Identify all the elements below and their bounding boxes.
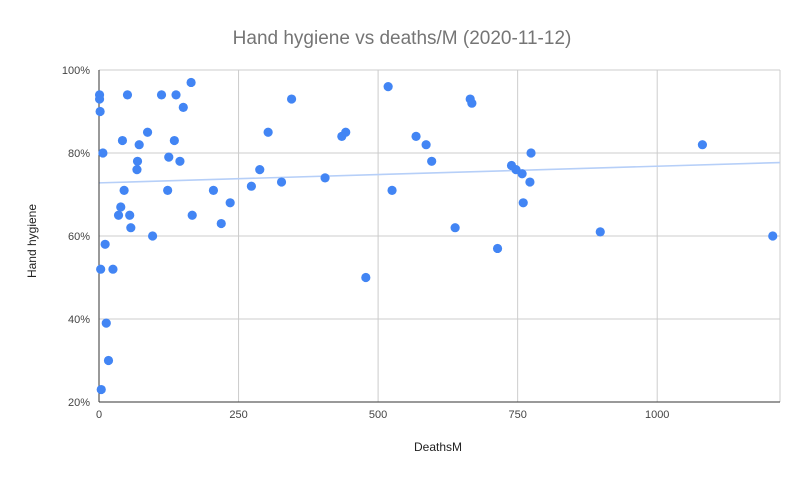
tick-labels: 20% 40% 60% 80% 100% 0 250 500 750 1000 <box>62 65 670 421</box>
x-tick-label: 250 <box>229 409 247 421</box>
data-point <box>421 140 431 150</box>
data-point <box>175 156 185 166</box>
data-point <box>208 185 219 195</box>
data-point <box>122 90 133 100</box>
y-tick-label: 20% <box>68 397 90 409</box>
trendline-layer <box>98 161 781 184</box>
x-tick-label: 500 <box>369 409 387 421</box>
data-point <box>171 90 181 100</box>
data-point <box>341 127 351 137</box>
data-point <box>132 156 143 166</box>
data-point <box>169 135 179 146</box>
data-point <box>94 94 105 104</box>
data-point <box>467 98 477 108</box>
data-point <box>246 181 256 191</box>
y-tick-label: 60% <box>68 231 90 243</box>
data-point <box>95 106 105 117</box>
data-point <box>320 173 330 183</box>
data-point <box>125 210 135 220</box>
data-point <box>361 272 371 283</box>
data-point <box>263 127 273 137</box>
data-point <box>132 165 142 175</box>
data-point <box>492 243 503 254</box>
y-axis-label: Hand hygiene <box>25 204 39 278</box>
data-point <box>178 102 188 112</box>
data-point <box>147 231 158 241</box>
trendline <box>98 161 781 184</box>
data-point <box>383 82 393 92</box>
data-point <box>116 202 126 212</box>
x-tick-label: 750 <box>508 409 526 421</box>
data-point <box>113 210 124 220</box>
data-point <box>103 355 114 366</box>
data-point <box>276 177 287 187</box>
data-point <box>187 210 197 220</box>
y-tick-label: 100% <box>62 65 90 77</box>
data-point <box>286 94 297 104</box>
data-point <box>697 140 708 150</box>
data-point <box>156 90 167 100</box>
data-point <box>142 127 153 137</box>
x-tick-label: 0 <box>96 409 102 421</box>
y-tick-label: 40% <box>68 314 90 326</box>
data-point <box>96 384 106 395</box>
data-point <box>101 318 111 328</box>
data-point <box>100 239 110 249</box>
data-point <box>450 223 460 233</box>
axes <box>98 70 780 403</box>
data-point <box>117 135 128 146</box>
data-point <box>595 227 605 237</box>
data-point <box>518 198 528 208</box>
data-point <box>526 148 536 158</box>
chart-title: Hand hygiene vs deaths/M (2020-11-12) <box>233 28 572 49</box>
y-tick-label: 80% <box>68 148 90 160</box>
x-tick-label: 1000 <box>645 409 669 421</box>
data-point <box>216 218 226 229</box>
data-point <box>186 77 196 88</box>
data-point <box>517 169 527 179</box>
x-axis-label: DeathsM <box>414 440 462 454</box>
data-point <box>427 156 437 166</box>
data-point <box>96 264 106 274</box>
data-point <box>98 148 108 158</box>
data-point <box>126 223 136 233</box>
data-point <box>225 198 235 208</box>
data-point <box>768 231 778 241</box>
data-point <box>255 165 265 175</box>
data-point <box>387 185 397 195</box>
data-point <box>525 177 535 187</box>
data-points <box>94 77 778 395</box>
data-point <box>134 140 144 150</box>
data-point <box>164 152 174 162</box>
gridlines <box>99 69 781 403</box>
data-point <box>163 185 173 195</box>
data-point <box>108 264 118 274</box>
data-point <box>411 131 421 141</box>
data-point <box>119 185 129 195</box>
